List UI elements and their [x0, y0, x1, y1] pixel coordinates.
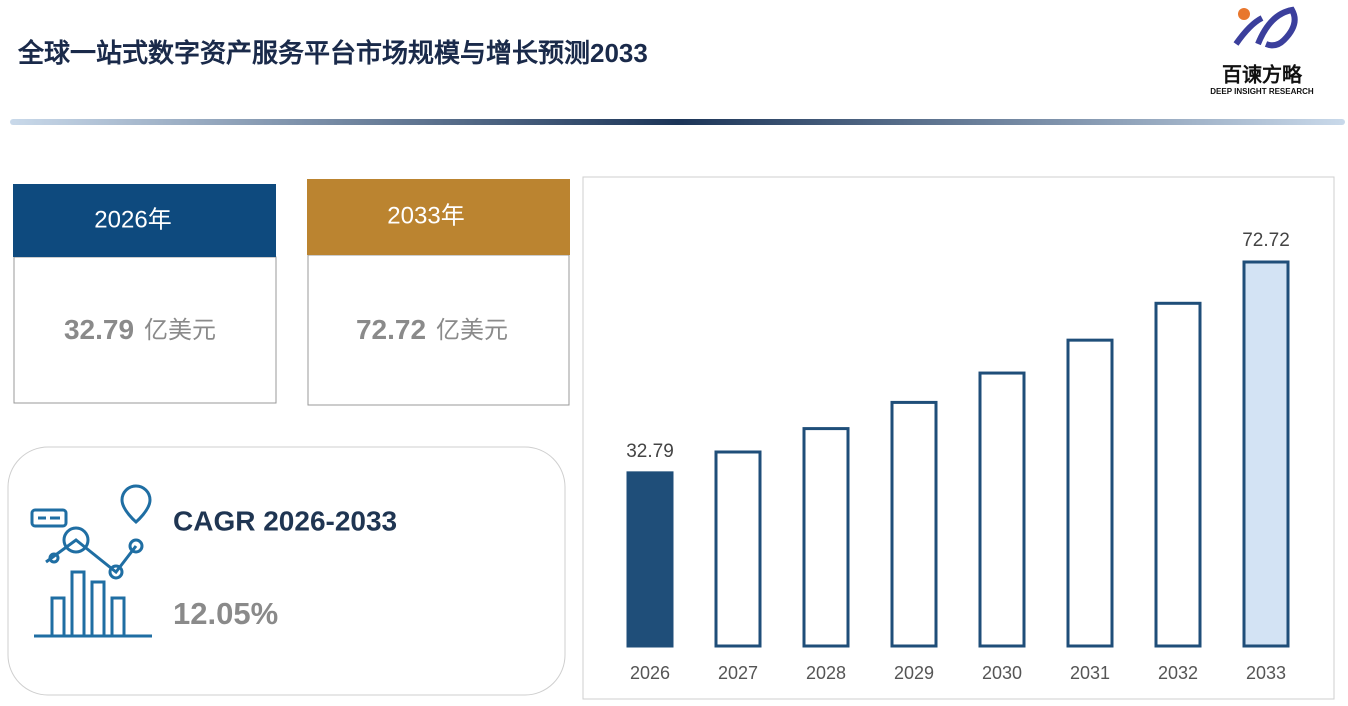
bar — [978, 371, 1026, 648]
card-body — [307, 254, 570, 406]
cagr-value: 12.05% — [173, 596, 278, 631]
unit: 亿美元 — [436, 317, 508, 344]
x-tick-label: 2031 — [1070, 663, 1110, 683]
card: 2026年 32.79 亿美元 — [13, 184, 277, 404]
card-year: 2026年 — [94, 206, 171, 233]
data-label: 72.72 — [1242, 230, 1290, 251]
cagr-panel: CAGR 2026-2033 12.05% — [7, 446, 566, 696]
card-year: 2033年 — [387, 202, 464, 229]
card-value: 72.72 亿美元 — [356, 314, 508, 345]
card-body — [13, 256, 277, 404]
card-header — [13, 184, 276, 257]
x-tick-label: 2028 — [806, 663, 846, 683]
x-tick-label: 2029 — [894, 663, 934, 683]
bar — [1242, 260, 1290, 648]
value: 32.79 — [64, 314, 134, 345]
bar — [714, 450, 762, 648]
page-title: 全球一站式数字资产服务平台市场规模与增长预测2033 — [17, 38, 648, 68]
data-label: 32.79 — [626, 441, 674, 462]
bar — [890, 400, 938, 648]
x-tick-label: 2026 — [630, 663, 670, 683]
card-value: 32.79 亿美元 — [64, 314, 216, 345]
x-tick-label: 2033 — [1246, 663, 1286, 683]
card: 2033年 72.72 亿美元 — [307, 179, 570, 406]
bar — [1154, 301, 1202, 648]
plot-area: 2026 32.79 2027 2028 2029 2030 2031 2032 2033 72.… — [626, 230, 1290, 683]
logo: 百谏方略 DEEP INSIGHT RESEARCH — [1210, 6, 1314, 96]
chart-frame — [582, 176, 1335, 700]
value: 72.72 — [356, 314, 426, 345]
card-header — [307, 179, 570, 255]
cagr-label: CAGR 2026-2033 — [173, 505, 397, 536]
logo-tagline: DEEP INSIGHT RESEARCH — [1210, 87, 1314, 96]
logo-name: 百谏方略 — [1222, 62, 1303, 86]
unit: 亿美元 — [144, 317, 216, 344]
x-tick-label: 2032 — [1158, 663, 1198, 683]
bar — [802, 427, 850, 648]
bar — [626, 471, 674, 648]
x-tick-label: 2030 — [982, 663, 1022, 683]
bar — [1066, 338, 1114, 648]
growth-icon — [30, 484, 152, 638]
x-tick-label: 2027 — [718, 663, 758, 683]
divider — [10, 119, 1345, 125]
panel-border — [7, 446, 566, 696]
